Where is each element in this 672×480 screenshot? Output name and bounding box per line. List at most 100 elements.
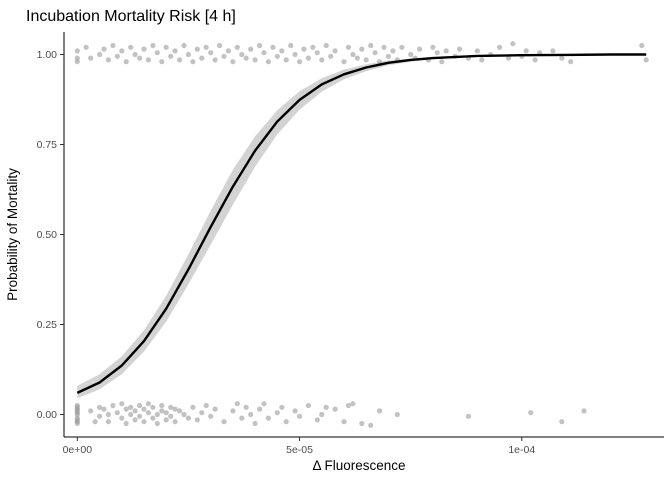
data-point — [394, 411, 400, 418]
data-point — [185, 51, 191, 58]
data-point — [221, 53, 227, 59]
data-point — [141, 46, 147, 52]
data-point — [137, 413, 143, 419]
data-point — [274, 410, 280, 416]
data-point — [208, 413, 214, 419]
data-point — [283, 419, 289, 425]
data-point — [265, 59, 271, 65]
data-point — [168, 53, 174, 59]
data-point — [97, 404, 103, 410]
data-point — [243, 404, 249, 410]
data-point — [154, 420, 160, 427]
data-point — [145, 410, 151, 416]
data-point — [74, 59, 80, 65]
data-point — [474, 48, 480, 54]
data-point — [310, 44, 316, 50]
axis-ticks: 0e+00 5e-05 1e-04 0.00 0.25 0.50 0.75 1.00 — [37, 49, 536, 456]
data-point — [74, 410, 80, 416]
data-point — [345, 402, 351, 409]
data-point — [532, 57, 538, 63]
x-tick-label: 0e+00 — [63, 444, 93, 456]
data-point — [190, 59, 196, 65]
data-point — [181, 411, 187, 418]
data-point — [359, 46, 365, 52]
data-point — [128, 404, 134, 410]
data-point — [292, 51, 298, 58]
data-point — [119, 401, 125, 407]
fit-line-layer — [76, 53, 647, 394]
data-point — [408, 51, 414, 58]
data-point — [417, 46, 423, 52]
data-point — [297, 59, 303, 65]
data-point — [74, 402, 80, 409]
data-point — [217, 42, 223, 49]
y-tick-label: 0.25 — [37, 319, 58, 331]
data-point — [279, 48, 285, 54]
data-point — [203, 402, 209, 409]
data-point — [301, 46, 307, 52]
data-point — [159, 59, 165, 65]
data-point — [581, 408, 587, 414]
data-point — [177, 408, 183, 414]
data-point — [341, 59, 347, 65]
data-point — [399, 44, 405, 50]
data-point — [550, 48, 556, 54]
data-point — [292, 408, 298, 414]
data-point — [74, 55, 80, 61]
data-point — [230, 59, 236, 65]
data-point — [194, 46, 200, 52]
data-point — [345, 44, 351, 50]
data-point — [314, 50, 320, 56]
data-point — [363, 57, 369, 63]
data-point — [194, 417, 200, 423]
data-point — [274, 53, 280, 59]
data-point — [132, 417, 138, 423]
data-point — [265, 415, 271, 421]
data-point — [163, 417, 169, 423]
y-tick-label: 0.00 — [37, 409, 58, 421]
data-point — [568, 59, 574, 65]
data-point — [190, 404, 196, 410]
data-point — [319, 411, 325, 418]
x-tick-label: 1e-04 — [508, 444, 535, 456]
data-point — [141, 419, 147, 425]
data-point — [105, 57, 111, 63]
data-point — [385, 53, 391, 59]
data-point — [372, 50, 378, 56]
data-point — [168, 404, 174, 410]
data-point — [88, 408, 94, 414]
data-point — [261, 401, 267, 407]
data-point — [168, 413, 174, 419]
data-point — [252, 420, 258, 427]
data-point — [528, 410, 534, 416]
data-point — [510, 41, 516, 47]
chart-title: Incubation Mortality Risk [4 h] — [26, 8, 236, 25]
y-tick-label: 1.00 — [37, 49, 58, 61]
data-point — [181, 42, 187, 49]
data-point — [74, 406, 80, 412]
data-point — [305, 402, 311, 409]
data-point — [257, 406, 263, 412]
data-point — [132, 51, 138, 58]
data-point — [323, 404, 329, 410]
data-point — [88, 55, 94, 61]
data-point — [221, 419, 227, 425]
data-point — [559, 55, 565, 61]
data-point — [559, 419, 565, 425]
data-point — [332, 48, 338, 54]
data-point — [239, 415, 245, 421]
data-point — [123, 59, 129, 65]
data-point — [523, 48, 529, 54]
data-point — [639, 42, 645, 49]
data-point — [368, 422, 374, 428]
data-point — [359, 420, 365, 427]
y-axis-title: Probability of Mortality — [5, 168, 20, 301]
data-point — [257, 42, 263, 49]
data-point — [199, 55, 205, 61]
confidence-band — [77, 54, 647, 399]
data-point — [230, 408, 236, 414]
data-point — [270, 44, 276, 50]
data-point — [354, 55, 360, 61]
data-point — [74, 420, 80, 427]
data-point — [368, 42, 374, 49]
